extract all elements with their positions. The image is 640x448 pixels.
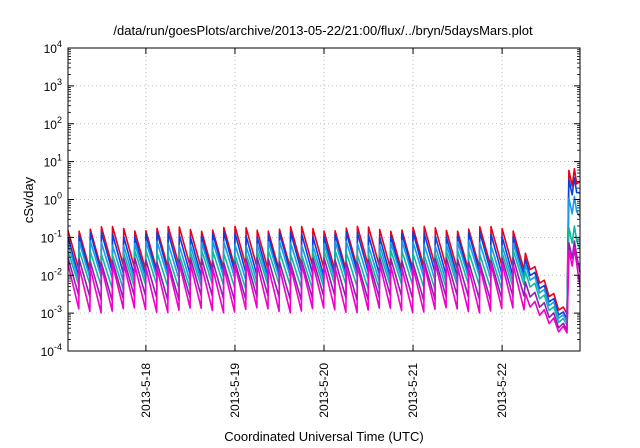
y-tick-label: 101 <box>44 153 62 170</box>
x-tick-label: 2013-5-22 <box>495 363 509 418</box>
series-line <box>67 195 581 323</box>
chart-title: /data/run/goesPlots/archive/2013-05-22/2… <box>113 23 533 38</box>
series-line <box>67 248 581 334</box>
y-tick-label: 104 <box>44 39 62 56</box>
x-tick-label: 2013-5-21 <box>406 363 420 418</box>
y-tick-label: 102 <box>44 115 62 132</box>
x-tick-label: 2013-5-19 <box>228 363 242 418</box>
axis-ticks <box>68 47 580 352</box>
y-tick-label: 10-1 <box>41 228 62 245</box>
series-line <box>67 176 581 320</box>
series-line <box>67 167 581 315</box>
y-tick-label: 10-4 <box>41 342 62 359</box>
x-tick-label: 2013-5-20 <box>317 363 331 418</box>
y-tick-label: 100 <box>44 191 62 208</box>
series-line <box>67 225 581 326</box>
y-tick-label: 103 <box>44 77 62 94</box>
x-tick-label: 2013-5-18 <box>139 363 153 418</box>
series-lines <box>67 167 581 334</box>
y-axis-label: cSv/day <box>21 176 36 223</box>
y-tick-label: 10-3 <box>41 304 62 321</box>
series-line <box>67 240 581 331</box>
x-tick-labels: 2013-5-18 2013-5-19 2013-5-20 2013-5-21 2013… <box>139 363 509 418</box>
x-axis-label: Coordinated Universal Time (UTC) <box>224 429 423 444</box>
y-tick-labels: 10-4 10-3 10-2 10-1 100 101 102 103 104 <box>41 39 62 359</box>
y-tick-label: 10-2 <box>41 266 62 283</box>
